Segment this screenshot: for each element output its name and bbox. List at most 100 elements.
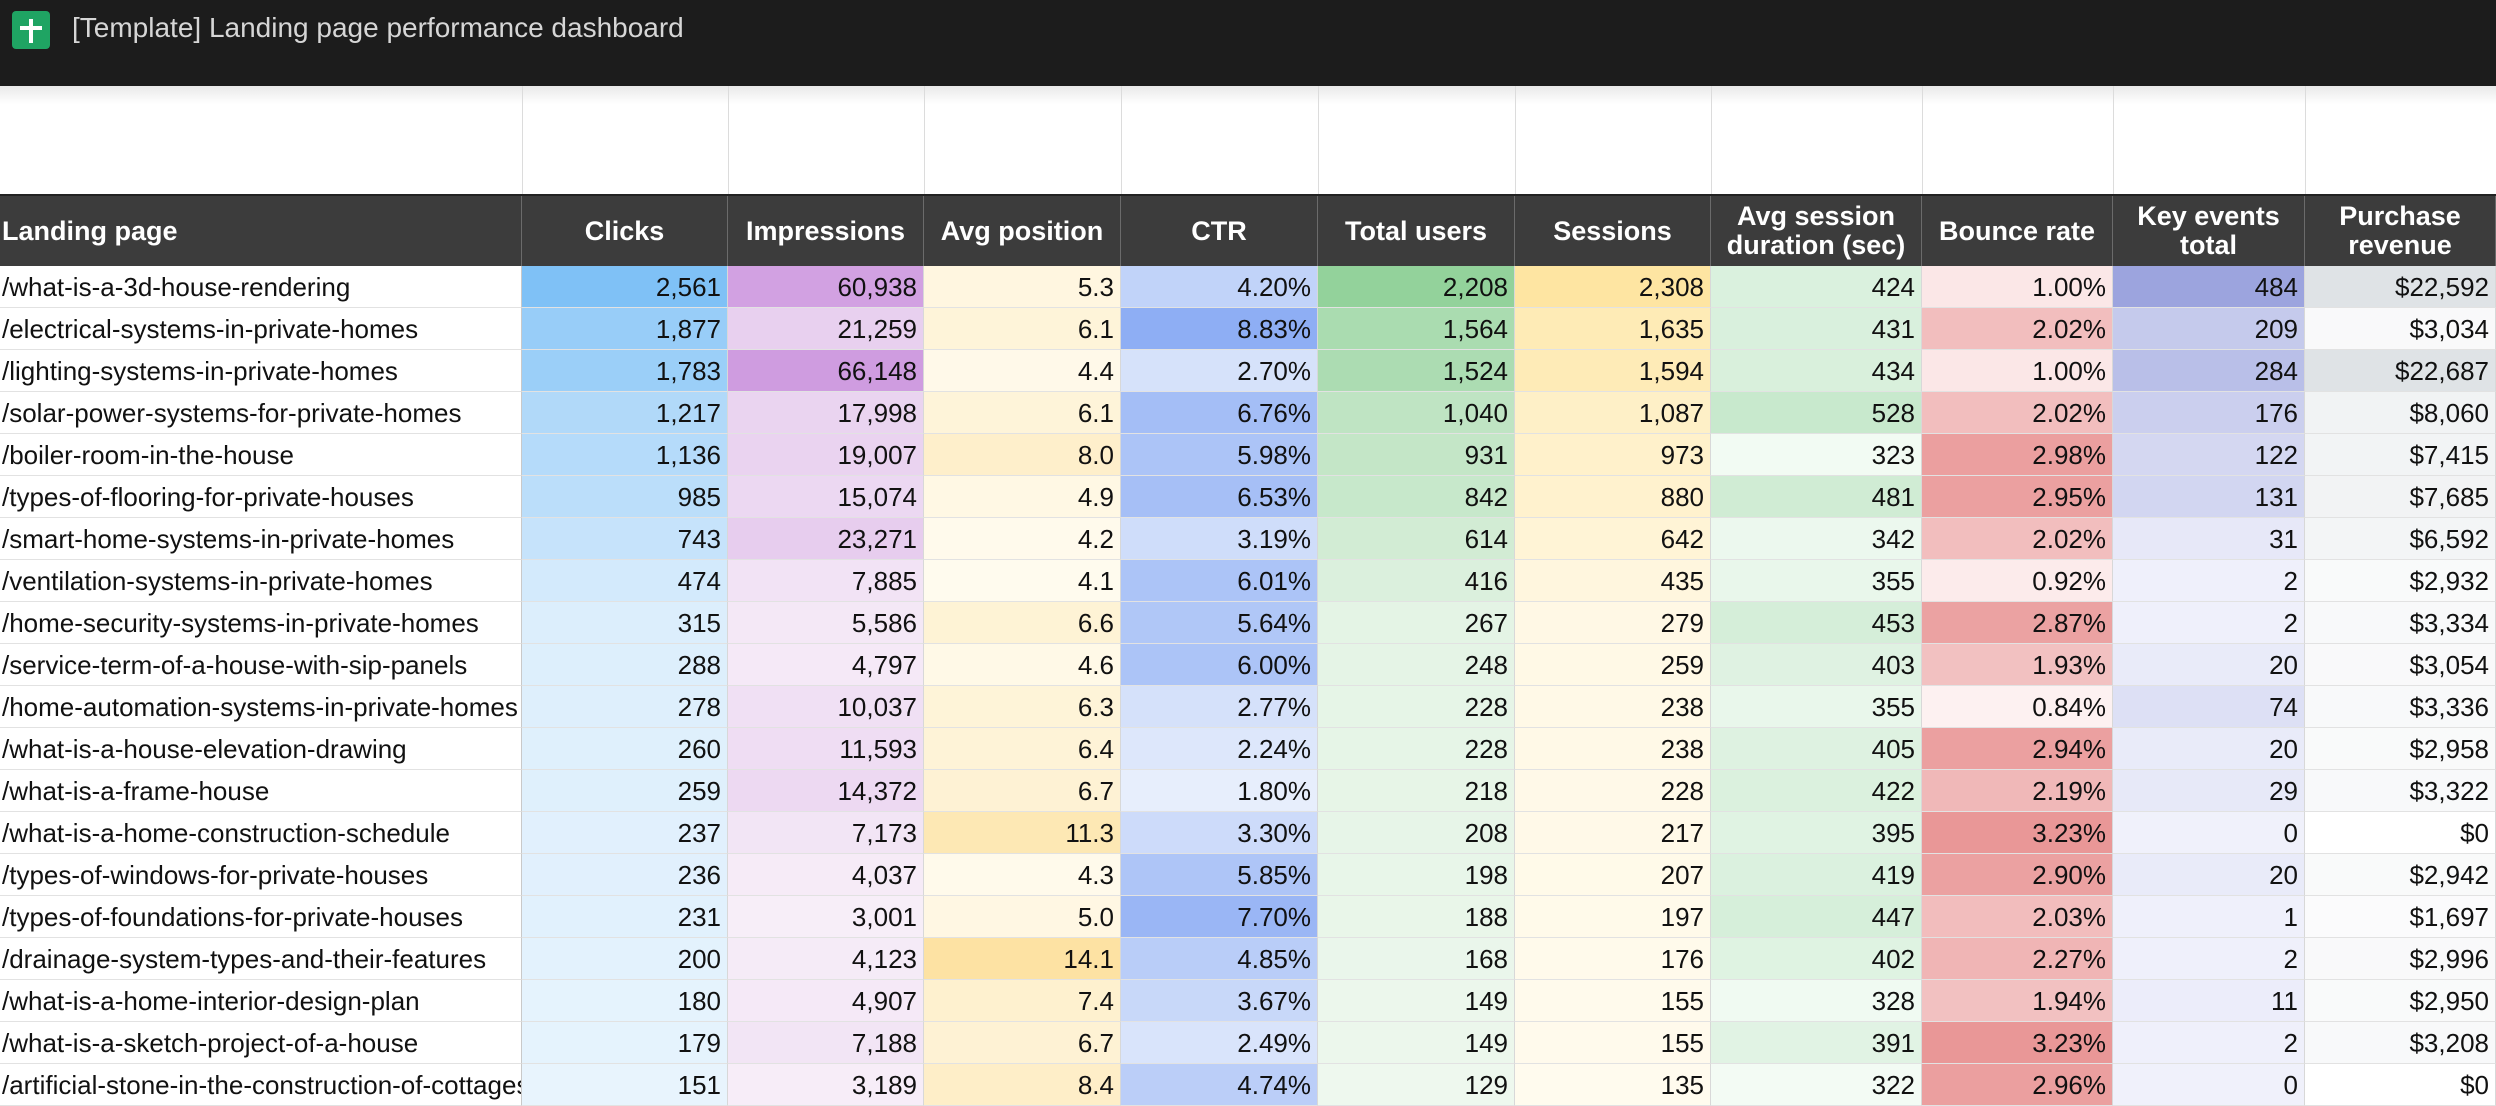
column-header-landing-page[interactable]: Landing page [0, 196, 522, 266]
clicks-cell[interactable]: 231 [522, 896, 728, 938]
landing-page-cell[interactable]: /service-term-of-a-house-with-sip-panels [0, 644, 522, 686]
clicks-cell[interactable]: 985 [522, 476, 728, 518]
clicks-cell[interactable]: 2,561 [522, 266, 728, 308]
purchase-revenue-cell[interactable]: $22,592 [2305, 266, 2496, 308]
total-users-cell[interactable]: 248 [1318, 644, 1515, 686]
ctr-cell[interactable]: 6.01% [1121, 560, 1318, 602]
clicks-cell[interactable]: 200 [522, 938, 728, 980]
impressions-cell[interactable]: 4,797 [728, 644, 924, 686]
impressions-cell[interactable]: 3,001 [728, 896, 924, 938]
sessions-cell[interactable]: 238 [1515, 686, 1711, 728]
clicks-cell[interactable]: 151 [522, 1064, 728, 1106]
column-header-sessions[interactable]: Sessions [1515, 196, 1711, 266]
bounce-rate-cell[interactable]: 2.02% [1922, 392, 2113, 434]
bounce-rate-cell[interactable]: 3.23% [1922, 812, 2113, 854]
key-events-total-cell[interactable]: 209 [2113, 308, 2305, 350]
column-header-impressions[interactable]: Impressions [728, 196, 924, 266]
sessions-cell[interactable]: 238 [1515, 728, 1711, 770]
clicks-cell[interactable]: 180 [522, 980, 728, 1022]
ctr-cell[interactable]: 3.67% [1121, 980, 1318, 1022]
avg-session-duration-cell[interactable]: 405 [1711, 728, 1922, 770]
avg-session-duration-cell[interactable]: 391 [1711, 1022, 1922, 1064]
avg-session-duration-cell[interactable]: 431 [1711, 308, 1922, 350]
ctr-cell[interactable]: 5.64% [1121, 602, 1318, 644]
clicks-cell[interactable]: 179 [522, 1022, 728, 1064]
key-events-total-cell[interactable]: 131 [2113, 476, 2305, 518]
key-events-total-cell[interactable]: 0 [2113, 1064, 2305, 1106]
ctr-cell[interactable]: 4.20% [1121, 266, 1318, 308]
sheets-icon[interactable] [12, 11, 50, 49]
column-header-bounce-rate[interactable]: Bounce rate [1922, 196, 2113, 266]
ctr-cell[interactable]: 5.98% [1121, 434, 1318, 476]
clicks-cell[interactable]: 260 [522, 728, 728, 770]
ctr-cell[interactable]: 1.80% [1121, 770, 1318, 812]
ctr-cell[interactable]: 4.74% [1121, 1064, 1318, 1106]
total-users-cell[interactable]: 267 [1318, 602, 1515, 644]
landing-page-cell[interactable]: /boiler-room-in-the-house [0, 434, 522, 476]
key-events-total-cell[interactable]: 1 [2113, 896, 2305, 938]
avg-position-cell[interactable]: 6.1 [924, 392, 1121, 434]
landing-page-cell[interactable]: /solar-power-systems-for-private-homes [0, 392, 522, 434]
impressions-cell[interactable]: 17,998 [728, 392, 924, 434]
landing-page-cell[interactable]: /ventilation-systems-in-private-homes [0, 560, 522, 602]
bounce-rate-cell[interactable]: 1.93% [1922, 644, 2113, 686]
total-users-cell[interactable]: 1,564 [1318, 308, 1515, 350]
column-header-clicks[interactable]: Clicks [522, 196, 728, 266]
total-users-cell[interactable]: 842 [1318, 476, 1515, 518]
bounce-rate-cell[interactable]: 2.02% [1922, 518, 2113, 560]
purchase-revenue-cell[interactable]: $0 [2305, 1064, 2496, 1106]
avg-session-duration-cell[interactable]: 355 [1711, 560, 1922, 602]
impressions-cell[interactable]: 66,148 [728, 350, 924, 392]
key-events-total-cell[interactable]: 29 [2113, 770, 2305, 812]
sessions-cell[interactable]: 135 [1515, 1064, 1711, 1106]
sessions-cell[interactable]: 155 [1515, 980, 1711, 1022]
ctr-cell[interactable]: 2.24% [1121, 728, 1318, 770]
purchase-revenue-cell[interactable]: $22,687 [2305, 350, 2496, 392]
bounce-rate-cell[interactable]: 2.19% [1922, 770, 2113, 812]
impressions-cell[interactable]: 4,907 [728, 980, 924, 1022]
impressions-cell[interactable]: 7,188 [728, 1022, 924, 1064]
avg-position-cell[interactable]: 4.4 [924, 350, 1121, 392]
bounce-rate-cell[interactable]: 2.02% [1922, 308, 2113, 350]
avg-position-cell[interactable]: 4.1 [924, 560, 1121, 602]
impressions-cell[interactable]: 19,007 [728, 434, 924, 476]
avg-session-duration-cell[interactable]: 355 [1711, 686, 1922, 728]
avg-position-cell[interactable]: 6.7 [924, 770, 1121, 812]
sessions-cell[interactable]: 207 [1515, 854, 1711, 896]
key-events-total-cell[interactable]: 20 [2113, 728, 2305, 770]
purchase-revenue-cell[interactable]: $7,685 [2305, 476, 2496, 518]
ctr-cell[interactable]: 7.70% [1121, 896, 1318, 938]
landing-page-cell[interactable]: /what-is-a-home-interior-design-plan [0, 980, 522, 1022]
avg-session-duration-cell[interactable]: 328 [1711, 980, 1922, 1022]
total-users-cell[interactable]: 416 [1318, 560, 1515, 602]
purchase-revenue-cell[interactable]: $3,208 [2305, 1022, 2496, 1064]
ctr-cell[interactable]: 8.83% [1121, 308, 1318, 350]
sessions-cell[interactable]: 259 [1515, 644, 1711, 686]
clicks-cell[interactable]: 1,136 [522, 434, 728, 476]
avg-session-duration-cell[interactable]: 424 [1711, 266, 1922, 308]
key-events-total-cell[interactable]: 20 [2113, 854, 2305, 896]
avg-position-cell[interactable]: 8.4 [924, 1064, 1121, 1106]
purchase-revenue-cell[interactable]: $1,697 [2305, 896, 2496, 938]
total-users-cell[interactable]: 931 [1318, 434, 1515, 476]
avg-position-cell[interactable]: 5.0 [924, 896, 1121, 938]
purchase-revenue-cell[interactable]: $3,054 [2305, 644, 2496, 686]
sessions-cell[interactable]: 973 [1515, 434, 1711, 476]
sessions-cell[interactable]: 435 [1515, 560, 1711, 602]
avg-position-cell[interactable]: 6.6 [924, 602, 1121, 644]
bounce-rate-cell[interactable]: 1.00% [1922, 350, 2113, 392]
bounce-rate-cell[interactable]: 3.23% [1922, 1022, 2113, 1064]
bounce-rate-cell[interactable]: 1.00% [1922, 266, 2113, 308]
avg-session-duration-cell[interactable]: 422 [1711, 770, 1922, 812]
impressions-cell[interactable]: 5,586 [728, 602, 924, 644]
sessions-cell[interactable]: 1,635 [1515, 308, 1711, 350]
impressions-cell[interactable]: 15,074 [728, 476, 924, 518]
key-events-total-cell[interactable]: 20 [2113, 644, 2305, 686]
avg-position-cell[interactable]: 4.9 [924, 476, 1121, 518]
total-users-cell[interactable]: 1,524 [1318, 350, 1515, 392]
ctr-cell[interactable]: 2.77% [1121, 686, 1318, 728]
bounce-rate-cell[interactable]: 2.27% [1922, 938, 2113, 980]
clicks-cell[interactable]: 288 [522, 644, 728, 686]
key-events-total-cell[interactable]: 11 [2113, 980, 2305, 1022]
avg-session-duration-cell[interactable]: 453 [1711, 602, 1922, 644]
